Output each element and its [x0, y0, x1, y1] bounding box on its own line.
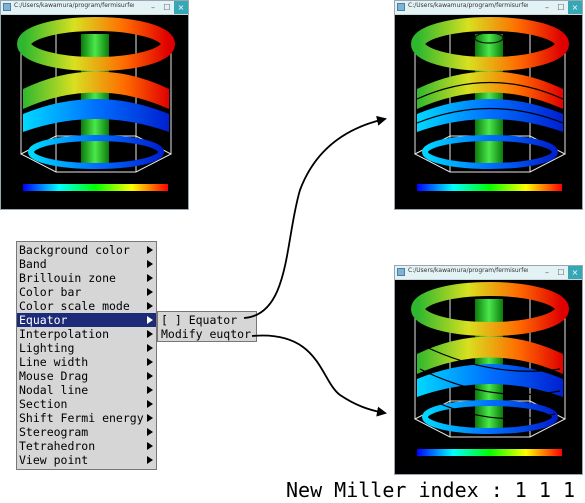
arrow-to-modified-window	[251, 334, 387, 417]
close-button[interactable]: ×	[568, 1, 582, 14]
fermi-surface-bands	[411, 17, 569, 169]
menu-item-shift-fermi-energy[interactable]: Shift Fermi energy	[17, 411, 156, 425]
submenu-arrow-icon	[147, 288, 153, 296]
app-window-equator-on: C:/Users/kawamura/program/fermisurfer/ex…	[394, 0, 583, 210]
menu-item-line-width[interactable]: Line width	[17, 355, 156, 369]
window-title: C:/Users/kawamura/program/fermisurfer/ex…	[408, 2, 528, 9]
submenu-arrow-icon	[147, 442, 153, 450]
maximize-button[interactable]: ☐	[163, 3, 171, 12]
menu-item-toggle-equator[interactable]: [ ] Equator	[161, 313, 238, 327]
submenu-arrow-icon	[147, 246, 153, 254]
submenu-arrow-icon	[147, 428, 153, 436]
submenu-arrow-icon	[147, 386, 153, 394]
minimize-button[interactable]: –	[151, 3, 155, 12]
minimize-button[interactable]: –	[545, 3, 549, 12]
menu-item-equator[interactable]: Equator	[17, 313, 156, 327]
fermi-surface-view[interactable]	[1, 14, 188, 209]
window-title: C:/Users/kawamura/program/fermisurfer/ex…	[408, 267, 528, 274]
equator-submenu: [ ] Equator Modify euqtor	[157, 311, 257, 342]
submenu-arrow-icon	[147, 260, 153, 268]
minimize-button[interactable]: –	[545, 268, 549, 277]
color-bar	[417, 184, 562, 191]
submenu-arrow-icon	[147, 358, 153, 366]
menu-item-color-bar[interactable]: Color bar	[17, 285, 156, 299]
menu-item-stereogram[interactable]: Stereogram	[17, 425, 156, 439]
submenu-arrow-icon	[147, 400, 153, 408]
app-window-equator-modified: C:/Users/kawamura/program/fermisurfer/ex…	[394, 265, 583, 475]
submenu-arrow-icon	[147, 414, 153, 422]
fermi-surface-view[interactable]	[395, 279, 582, 474]
app-icon	[397, 268, 405, 276]
app-window-original: C:/Users/kawamura/program/fermisurfer/ex…	[0, 0, 189, 210]
equator-lines	[419, 343, 561, 420]
submenu-arrow-icon	[147, 316, 153, 324]
fermi-surface-bands	[17, 17, 175, 169]
equator-lines	[416, 81, 564, 124]
menu-item-color-scale-mode[interactable]: Color scale mode	[17, 299, 156, 313]
menu-item-band[interactable]: Band	[17, 257, 156, 271]
close-button[interactable]: ×	[568, 266, 582, 279]
window-titlebar[interactable]: C:/Users/kawamura/program/fermisurfer/ex…	[395, 1, 582, 15]
menu-item-section[interactable]: Section	[17, 397, 156, 411]
maximize-button[interactable]: ☐	[557, 268, 565, 277]
fermi-surface-bands	[411, 282, 569, 434]
submenu-arrow-icon	[147, 330, 153, 338]
menu-item-mouse-drag[interactable]: Mouse Drag	[17, 369, 156, 383]
menu-item-nodal-line[interactable]: Nodal line	[17, 383, 156, 397]
close-button[interactable]: ×	[174, 1, 188, 14]
color-bar	[417, 449, 562, 456]
fermi-surface-view[interactable]	[395, 14, 582, 209]
menu-item-brillouin-zone[interactable]: Brillouin zone	[17, 271, 156, 285]
color-bar	[23, 184, 168, 191]
submenu-arrow-icon	[147, 456, 153, 464]
window-title: C:/Users/kawamura/program/fermisurfer/ex…	[14, 2, 134, 9]
menu-item-modify-equator[interactable]: Modify euqtor	[161, 327, 252, 341]
menu-item-lighting[interactable]: Lighting	[17, 341, 156, 355]
arrow-to-equator-window	[243, 115, 387, 319]
miller-index-caption: New Miller index : 1 1 1	[286, 478, 575, 502]
submenu-arrow-icon	[147, 274, 153, 282]
menu-item-tetrahedron[interactable]: Tetrahedron	[17, 439, 156, 453]
context-menu: Background color Band Brillouin zone Col…	[16, 241, 157, 470]
window-titlebar[interactable]: C:/Users/kawamura/program/fermisurfer/ex…	[1, 1, 188, 15]
app-icon	[397, 3, 405, 11]
menu-item-interpolation[interactable]: Interpolation	[17, 327, 156, 341]
app-icon	[3, 3, 11, 11]
maximize-button[interactable]: ☐	[557, 3, 565, 12]
menu-item-view-point[interactable]: View point	[17, 453, 156, 467]
window-titlebar[interactable]: C:/Users/kawamura/program/fermisurfer/ex…	[395, 266, 582, 280]
submenu-arrow-icon	[147, 372, 153, 380]
menu-item-background-color[interactable]: Background color	[17, 243, 156, 257]
submenu-arrow-icon	[147, 302, 153, 310]
submenu-arrow-icon	[147, 344, 153, 352]
